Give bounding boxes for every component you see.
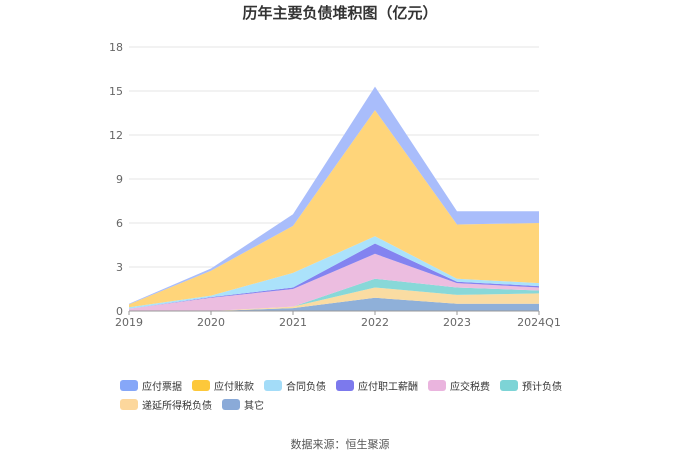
legend-label: 应付账款 xyxy=(214,381,254,393)
legend-label: 应付票据 xyxy=(142,381,182,393)
y-tick-label: 18 xyxy=(109,41,123,54)
x-tick-label: 2020 xyxy=(197,316,225,329)
stacked-area-chart: 0 3 6 9 12 15 18 2019 2020 2021 2022 2023 2024Q1 xyxy=(109,41,561,329)
chart-legend: 应付票据 应付账款 合同负债 应付职工薪酬 应交税费 预计负债递延所得税负债 其它 xyxy=(120,378,580,412)
legend-label: 递延所得税负债 xyxy=(142,400,212,412)
x-tick-label: 2022 xyxy=(361,316,389,329)
y-tick-label: 12 xyxy=(109,129,123,142)
x-tick-label: 2021 xyxy=(279,316,307,329)
legend-swatch xyxy=(192,379,210,391)
legend-swatch xyxy=(222,398,240,410)
area-series xyxy=(129,236,539,309)
area-series xyxy=(129,278,539,311)
x-tick-label: 2019 xyxy=(115,316,143,329)
y-tick-label: 0 xyxy=(116,305,123,318)
legend-item[interactable]: 应付账款 xyxy=(192,378,254,393)
x-tick-label: 2023 xyxy=(443,316,471,329)
chart-title: 历年主要负债堆积图（亿元） xyxy=(242,4,438,22)
legend-label: 预计负债 xyxy=(522,381,562,393)
legend-item[interactable]: 递延所得税负债 xyxy=(120,397,212,412)
legend-label: 应付职工薪酬 xyxy=(358,381,418,393)
legend-item[interactable]: 应付职工薪酬 xyxy=(336,378,418,393)
legend-swatch xyxy=(264,379,282,391)
legend-item[interactable]: 合同负债 xyxy=(264,378,326,393)
y-tick-label: 3 xyxy=(116,261,123,274)
x-tick-label: 2024Q1 xyxy=(517,316,561,329)
legend-label: 合同负债 xyxy=(286,381,326,393)
legend-label: 应交税费 xyxy=(450,381,490,393)
area-series xyxy=(129,297,539,311)
legend-swatch xyxy=(428,379,446,391)
legend-label: 其它 xyxy=(244,400,264,412)
legend-item[interactable]: 应交税费 xyxy=(428,378,490,393)
legend-item[interactable]: 其它 xyxy=(222,397,264,412)
data-source-note: 数据来源：恒生聚源 xyxy=(290,438,390,451)
area-series xyxy=(129,253,539,311)
legend-item[interactable]: 应付票据 xyxy=(120,378,182,393)
legend-swatch xyxy=(500,379,518,391)
legend-item[interactable]: 预计负债 xyxy=(500,378,562,393)
area-series xyxy=(129,287,539,311)
y-tick-label: 9 xyxy=(116,173,123,186)
y-tick-label: 15 xyxy=(109,85,123,98)
y-tick-label: 6 xyxy=(116,217,123,230)
legend-swatch xyxy=(336,379,354,391)
legend-swatch xyxy=(120,398,138,410)
legend-swatch xyxy=(120,379,138,391)
area-series xyxy=(129,110,539,308)
